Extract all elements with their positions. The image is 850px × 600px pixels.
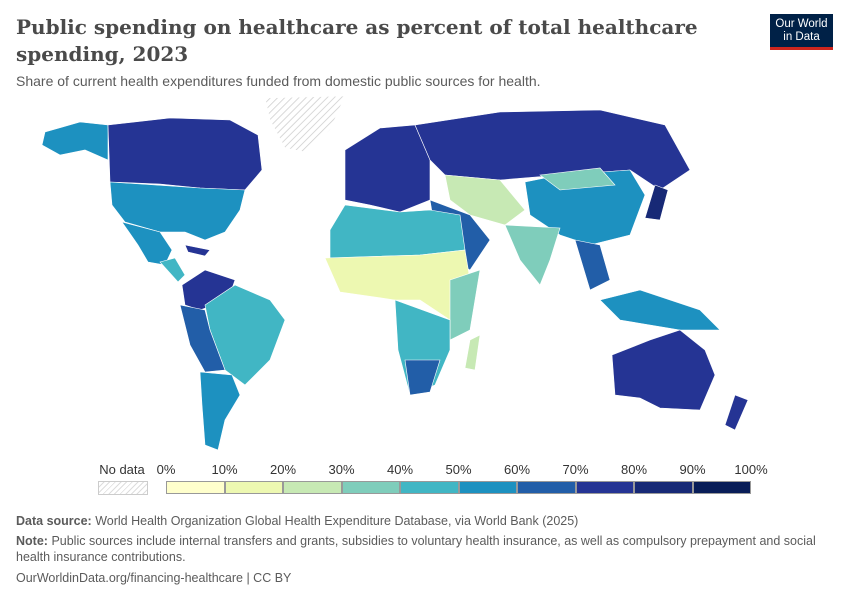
region-mongolia[interactable] bbox=[539, 167, 616, 191]
region-usa[interactable] bbox=[109, 181, 246, 241]
legend-swatch[interactable] bbox=[575, 481, 634, 494]
legend-tick-label: 80% bbox=[620, 462, 648, 477]
legend-tick-label: 30% bbox=[328, 462, 355, 477]
chart-subtitle: Share of current health expenditures fun… bbox=[16, 73, 541, 89]
legend-tick-label: 90% bbox=[679, 462, 706, 477]
legend-swatch[interactable] bbox=[400, 481, 459, 494]
region-madagascar[interactable] bbox=[464, 334, 481, 371]
region-south-africa[interactable] bbox=[404, 359, 441, 396]
legend-swatch[interactable] bbox=[458, 481, 517, 494]
source-url[interactable]: OurWorldinData.org/financing-healthcare … bbox=[16, 571, 292, 585]
region-east-africa[interactable] bbox=[449, 269, 481, 341]
legend-swatch[interactable] bbox=[517, 481, 576, 494]
chart-title: Public spending on healthcare as percent… bbox=[16, 15, 698, 66]
region-japan[interactable] bbox=[644, 184, 669, 221]
region-greenland[interactable] bbox=[264, 95, 346, 153]
note-label: Note: bbox=[16, 534, 48, 548]
legend-no-data-swatch[interactable] bbox=[98, 481, 148, 495]
region-caribbean[interactable] bbox=[184, 244, 211, 257]
region-new-zealand[interactable] bbox=[724, 394, 749, 431]
region-peru-bolivia[interactable] bbox=[179, 304, 226, 373]
legend-tick-label: 70% bbox=[562, 462, 589, 477]
legend-tick-label: 40% bbox=[386, 462, 414, 477]
region-australia[interactable] bbox=[611, 329, 716, 411]
region-north-africa[interactable] bbox=[329, 204, 466, 259]
region-se-asia[interactable] bbox=[574, 239, 611, 291]
legend-swatch[interactable] bbox=[634, 481, 693, 494]
region-central-america[interactable] bbox=[159, 257, 186, 283]
note-text: Public sources include internal transfer… bbox=[16, 534, 816, 564]
legend-no-data-label: No data bbox=[99, 462, 145, 477]
data-source: Data source: World Health Organization G… bbox=[16, 513, 816, 529]
region-canada[interactable] bbox=[107, 117, 263, 191]
legend-tick-label: 60% bbox=[503, 462, 531, 477]
source-text: World Health Organization Global Health … bbox=[95, 514, 579, 528]
legend-tick-label: 20% bbox=[269, 462, 297, 477]
legend-tick-label: 50% bbox=[445, 462, 472, 477]
legend-tick-label: 100% bbox=[734, 462, 768, 477]
legend-tick-label: 10% bbox=[211, 462, 238, 477]
legend-swatch[interactable] bbox=[341, 481, 400, 494]
region-russia[interactable] bbox=[414, 109, 691, 191]
region-argentina-chile[interactable] bbox=[199, 371, 241, 451]
owid-logo[interactable]: Our World in Data bbox=[770, 14, 833, 50]
legend-tick-label: 0% bbox=[156, 462, 176, 477]
region-indonesia[interactable] bbox=[599, 289, 721, 331]
legend-swatch[interactable] bbox=[283, 481, 342, 494]
world-map[interactable] bbox=[0, 92, 850, 452]
legend-swatch[interactable] bbox=[224, 481, 283, 494]
legend: No data 0% 10% 20% 30% 40% 50% 60% 70% 80% 90% 100… bbox=[0, 462, 850, 502]
legend-swatch[interactable] bbox=[166, 481, 225, 494]
note: Note: Public sources include internal tr… bbox=[16, 533, 816, 565]
source-label: Data source: bbox=[16, 514, 92, 528]
region-india[interactable] bbox=[504, 224, 561, 286]
legend-swatch[interactable] bbox=[692, 481, 751, 494]
region-alaska[interactable] bbox=[41, 121, 109, 161]
region-europe[interactable] bbox=[344, 124, 431, 213]
